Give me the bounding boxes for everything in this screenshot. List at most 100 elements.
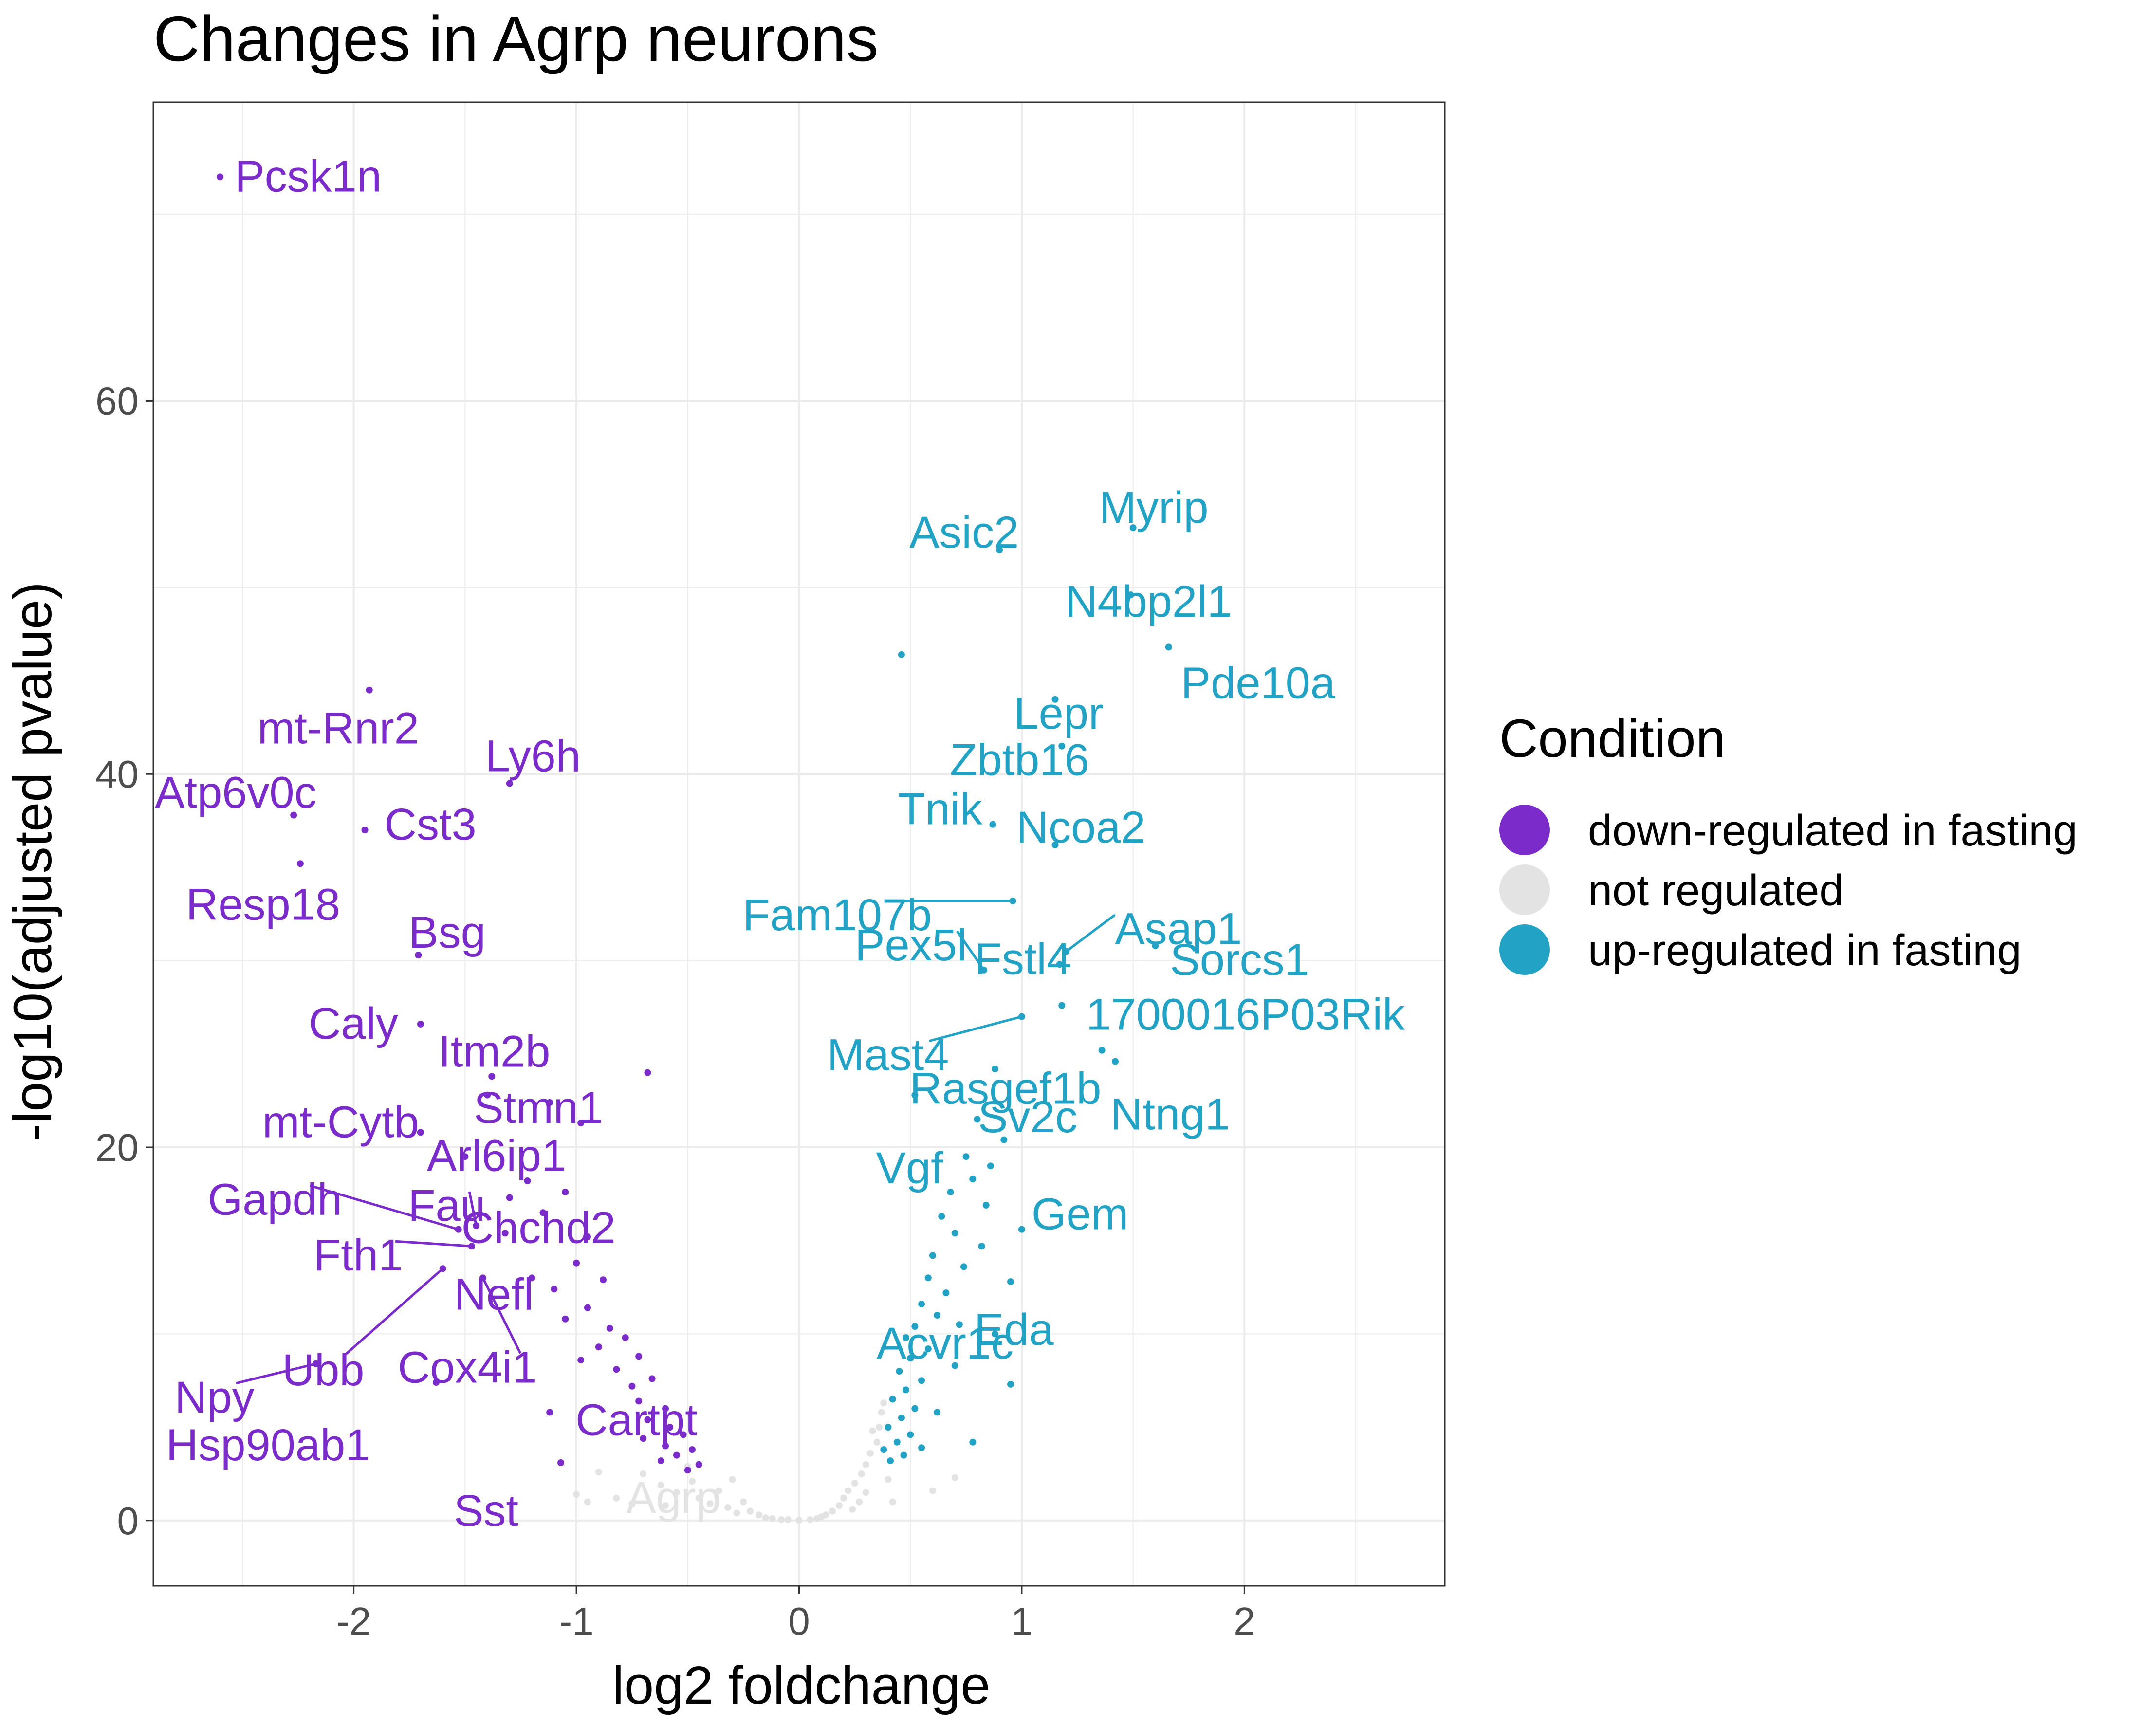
data-point (546, 1409, 553, 1416)
gene-label: Myrip (1099, 483, 1209, 533)
data-point (1058, 1002, 1066, 1009)
data-point (613, 1366, 620, 1373)
data-point (858, 1470, 865, 1477)
data-point (784, 1516, 792, 1523)
data-point (506, 1194, 513, 1201)
data-point (662, 1502, 669, 1509)
gene-label: mt-Rnr2 (258, 704, 419, 753)
data-point (807, 1516, 814, 1523)
legend-label: up-regulated in fasting (1588, 926, 2022, 975)
data-point (628, 1500, 636, 1507)
data-point (1051, 696, 1059, 703)
gene-label: Fth1 (313, 1231, 403, 1280)
label-leader-line (309, 1184, 459, 1231)
data-point (856, 1498, 863, 1506)
data-point (562, 1315, 569, 1323)
data-point (551, 1286, 558, 1293)
data-point (911, 1405, 919, 1412)
label-leader-line (956, 930, 985, 971)
gene-label: 1700016P03Rik (1086, 990, 1405, 1040)
data-point (911, 1323, 919, 1330)
gene-label: Cox4i1 (398, 1342, 537, 1392)
data-point (595, 1469, 602, 1476)
gene-label: Fam107b (743, 890, 932, 940)
data-point (501, 1230, 509, 1237)
data-point (733, 1509, 740, 1517)
data-point (484, 1091, 491, 1099)
data-point (951, 1474, 958, 1481)
data-point (969, 1176, 977, 1183)
data-point (903, 1386, 910, 1394)
x-axis-label: log2 foldchange (612, 1655, 991, 1715)
data-point (934, 1312, 941, 1319)
gene-label: Arl6ip1 (427, 1131, 566, 1181)
gene-label: Ubb (282, 1345, 365, 1395)
label-leader-line (395, 1240, 472, 1248)
data-point (724, 1504, 732, 1511)
data-point (715, 1487, 722, 1494)
gene-label: Lepr (1014, 689, 1104, 738)
x-tick-label: 0 (788, 1599, 810, 1643)
data-point (777, 1516, 785, 1523)
data-point (876, 1424, 883, 1431)
data-point (869, 1427, 876, 1434)
data-point (880, 1446, 887, 1453)
legend-key (1499, 864, 1550, 915)
data-point (680, 1431, 687, 1438)
gene-label: Mast4 (827, 1030, 949, 1080)
data-point (1127, 591, 1135, 599)
gene-label: Chchd2 (461, 1203, 616, 1252)
data-point (1007, 1278, 1014, 1286)
data-point (885, 1476, 892, 1483)
y-tick-label: 0 (117, 1499, 139, 1543)
data-point (960, 1263, 967, 1270)
data-point (829, 1507, 836, 1515)
data-point (461, 1153, 469, 1160)
data-point (951, 1362, 958, 1369)
gene-label: N4bp2l1 (1065, 577, 1232, 626)
data-point (929, 1252, 936, 1259)
data-point (599, 1276, 607, 1284)
data-point (900, 1451, 907, 1459)
y-tick-label: 40 (95, 753, 139, 796)
data-point (840, 1494, 847, 1502)
data-point (992, 1330, 999, 1338)
legend: Condition down-regulated in fasting not re… (1499, 709, 2078, 975)
data-point (673, 1489, 680, 1496)
data-point (640, 1435, 647, 1442)
grid-layer (153, 102, 1445, 1586)
gene-label: Resp18 (186, 880, 340, 929)
data-point (657, 1481, 664, 1488)
data-point (584, 1498, 591, 1506)
y-axis-label: -log10(adjusted pvalue) (3, 582, 63, 1141)
data-point (849, 1506, 856, 1513)
data-point (688, 1446, 696, 1453)
data-point (695, 1461, 702, 1468)
data-point (978, 1243, 985, 1250)
gene-label: Fau (408, 1181, 485, 1231)
data-point (1129, 524, 1137, 532)
gene-label: Hsp90ab1 (166, 1420, 370, 1470)
data-point (635, 1397, 643, 1405)
data-point (989, 821, 996, 828)
data-point (635, 1353, 643, 1360)
gene-label: Caly (309, 999, 398, 1048)
data-point (217, 173, 224, 181)
legend-label: down-regulated in fasting (1588, 807, 2078, 855)
label-leader-line (468, 1191, 478, 1226)
data-point (889, 1396, 896, 1403)
data-point (924, 1274, 932, 1282)
data-point (942, 1289, 950, 1297)
data-point (573, 1491, 580, 1498)
data-point (688, 1478, 696, 1485)
gene-label: Ntng1 (1110, 1090, 1230, 1139)
data-point (885, 1424, 892, 1431)
data-point (974, 1116, 981, 1123)
data-point (962, 1153, 970, 1160)
label-leader-line (342, 1268, 444, 1358)
data-point (606, 1324, 613, 1332)
legend-key (1499, 924, 1550, 975)
gene-label: Atp6v0c (155, 768, 316, 818)
